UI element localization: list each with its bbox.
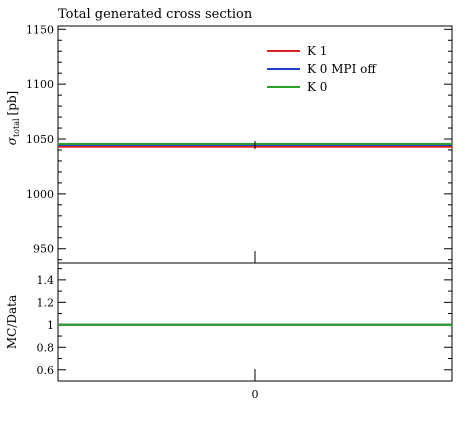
legend-label: K 0 MPI off <box>307 62 377 76</box>
ratio-tick-label: 1.2 <box>37 296 55 309</box>
ratio-tick-label: 0.8 <box>37 341 55 354</box>
x-ticks: 0 <box>252 369 259 401</box>
ratio-plot-frame <box>57 262 453 382</box>
ratio-y-axis-label: MC/Data <box>5 295 19 349</box>
main-y-ticks: 950 1000 1050 1100 1150 <box>26 23 452 261</box>
main-panel: 950 1000 1050 1100 1150 σtotal [pb] K 1 K 0 MP… <box>5 23 453 264</box>
y-label-symbol: σ <box>5 136 19 145</box>
ratio-y-ticks: 0.6 0.8 1 1.2 1.4 <box>37 268 452 382</box>
main-series <box>58 141 452 263</box>
y-tick-label: 1050 <box>26 133 54 146</box>
y-tick-label: 1000 <box>26 188 54 201</box>
y-tick-label: 950 <box>33 243 54 256</box>
chart-title: Total generated cross section <box>58 7 253 22</box>
y-tick-label: 1150 <box>26 23 54 36</box>
legend: K 1 K 0 MPI off K 0 <box>267 44 377 94</box>
y-label-unit: [pb] <box>5 91 19 116</box>
ratio-tick-label: 1 <box>47 319 54 332</box>
ratio-tick-label: 1.4 <box>37 274 55 287</box>
x-tick-label: 0 <box>252 388 259 401</box>
main-y-axis-label: σtotal [pb] <box>5 91 21 146</box>
y-tick-label: 1100 <box>26 78 54 91</box>
legend-label: K 1 <box>307 44 327 58</box>
ratio-panel: 0.6 0.8 1 1.2 1.4 MC/Data 0 <box>5 262 453 401</box>
ratio-tick-label: 0.6 <box>37 364 55 377</box>
y-label-subscript: total <box>12 118 21 137</box>
legend-label: K 0 <box>307 80 327 94</box>
